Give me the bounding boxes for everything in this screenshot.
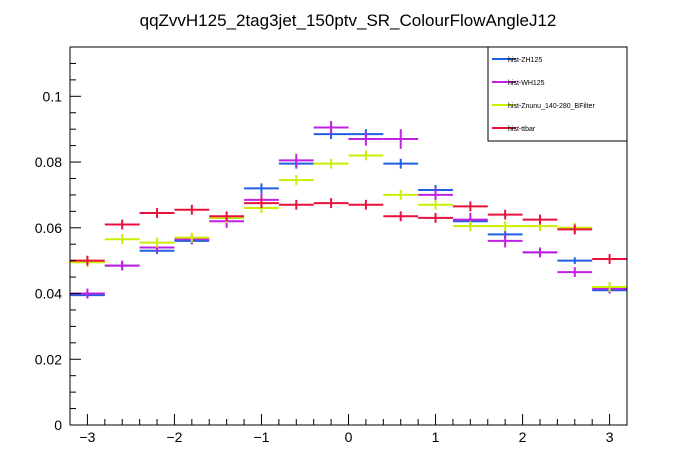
legend-box: [487, 46, 628, 142]
legend: hist-ZH125 hist-WH125 hist-Znunu_140-280_B…: [487, 46, 628, 142]
x-tick-label: −3: [79, 429, 95, 445]
data-point: [557, 267, 593, 278]
data-point: [557, 257, 593, 264]
y-tick-label: 0.1: [43, 88, 63, 104]
axis-layer: −3 −2 −1 0 1 2 3 0 0.02 0.04 0.06 0.08 0.1: [35, 46, 628, 445]
data-point: [418, 212, 453, 223]
data-point: [313, 198, 349, 209]
data-point: [244, 183, 279, 194]
data-point: [278, 153, 314, 167]
y-tick-label: 0.02: [35, 351, 62, 367]
data-point: [383, 129, 419, 149]
data-point: [348, 150, 384, 161]
legend-entry: hist-WH125: [492, 80, 545, 87]
x-tick-label: 0: [345, 429, 353, 445]
x-tick-label: 2: [519, 429, 527, 445]
data-point: [452, 221, 488, 232]
data-point: [139, 208, 175, 218]
data-point: [452, 201, 488, 212]
data-point: [592, 282, 627, 292]
data-point: [383, 211, 419, 222]
series-3: [70, 198, 627, 266]
x-tick-label: −2: [166, 429, 182, 445]
data-point: [209, 211, 245, 222]
legend-label: hist-ZH125: [508, 57, 542, 64]
data-point: [383, 158, 419, 169]
data-point: [104, 260, 140, 271]
data-point: [487, 221, 523, 232]
y-tick-label: 0.04: [35, 286, 62, 302]
data-point: [348, 199, 384, 210]
data-point: [418, 199, 453, 210]
data-point: [487, 209, 523, 220]
legend-entry: hist-Znunu_140-280_BFilter: [492, 103, 595, 110]
data-point: [174, 204, 210, 215]
y-tick-label: 0.08: [35, 154, 62, 170]
data-point: [139, 237, 175, 248]
data-point: [244, 198, 279, 209]
chart-title: qqZvvH125_2tag3jet_150ptv_SR_ColourFlowA…: [140, 11, 557, 30]
data-point: [278, 199, 314, 210]
legend-label: hist-ttbar: [508, 126, 536, 133]
y-tick-label: 0.06: [35, 220, 62, 236]
data-point: [592, 254, 627, 264]
data-point: [104, 234, 140, 245]
data-point: [278, 175, 314, 186]
legend-label: hist-WH125: [508, 80, 545, 87]
data-point: [104, 219, 140, 230]
data-point: [487, 234, 523, 248]
data-point: [557, 224, 593, 235]
data-point: [522, 214, 558, 225]
legend-entry: hist-ttbar: [492, 126, 536, 133]
data-point: [522, 247, 558, 258]
x-tick-label: 1: [432, 429, 440, 445]
data-layer: [70, 120, 627, 299]
legend-entry: hist-ZH125: [492, 57, 542, 64]
data-point: [348, 132, 384, 146]
data-point: [418, 188, 453, 202]
legend-label: hist-Znunu_140-280_BFilter: [508, 103, 595, 110]
data-point: [383, 189, 419, 200]
x-tick-label: −1: [253, 429, 269, 445]
data-point: [313, 120, 349, 135]
x-tick-label: 3: [606, 429, 614, 445]
y-tick-label: 0: [54, 417, 62, 433]
data-point: [174, 232, 210, 243]
data-point: [313, 158, 349, 169]
